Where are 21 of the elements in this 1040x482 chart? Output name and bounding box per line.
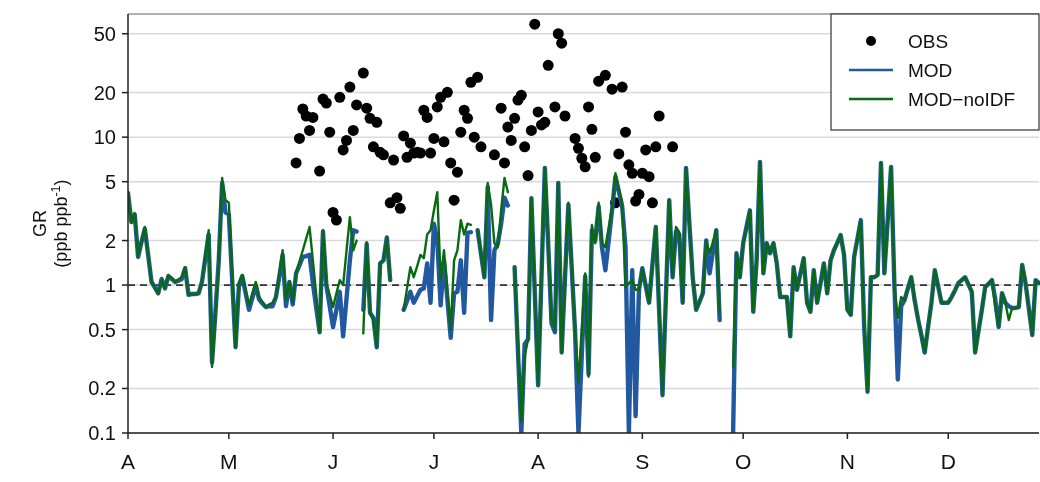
y-tick-label: 50 [93, 22, 116, 45]
x-tick-label: O [735, 450, 752, 473]
x-tick-label: J [428, 450, 440, 473]
y-tick-label: 2 [104, 229, 116, 252]
x-tick-label: A [120, 450, 136, 473]
y-tick-label: 0.1 [88, 422, 116, 444]
x-tick-label: N [839, 450, 855, 473]
legend-label: MOD [908, 59, 953, 81]
x-tick-label: M [220, 450, 238, 473]
y-tick-label: 0.5 [88, 318, 116, 341]
x-tick-label: A [531, 450, 546, 473]
x-tick-label: S [635, 450, 650, 473]
legend-label: OBS [908, 30, 949, 52]
x-tick-label: D [940, 450, 956, 473]
y-tick-label: 0.2 [88, 377, 116, 400]
y-tick-label: 5 [104, 170, 116, 193]
y-tick-label: 20 [93, 81, 116, 104]
legend-label: MOD−noIDF [908, 88, 1016, 110]
y-tick-label: 10 [93, 126, 116, 149]
x-tick-label: J [327, 450, 339, 473]
y-tick-label: 1 [104, 274, 116, 297]
